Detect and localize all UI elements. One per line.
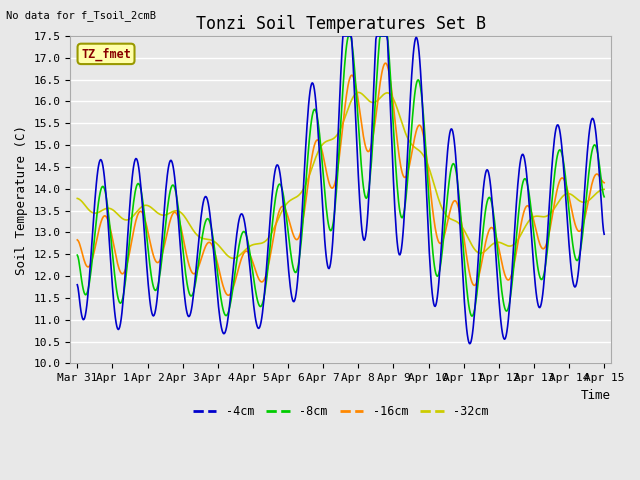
Y-axis label: Soil Temperature (C): Soil Temperature (C) — [15, 125, 28, 275]
Text: No data for f_Tsoil_2cmB: No data for f_Tsoil_2cmB — [6, 10, 156, 21]
X-axis label: Time: Time — [581, 389, 611, 402]
Title: Tonzi Soil Temperatures Set B: Tonzi Soil Temperatures Set B — [196, 15, 486, 33]
Text: TZ_fmet: TZ_fmet — [81, 47, 131, 60]
Legend: -4cm, -8cm, -16cm, -32cm: -4cm, -8cm, -16cm, -32cm — [188, 400, 493, 423]
